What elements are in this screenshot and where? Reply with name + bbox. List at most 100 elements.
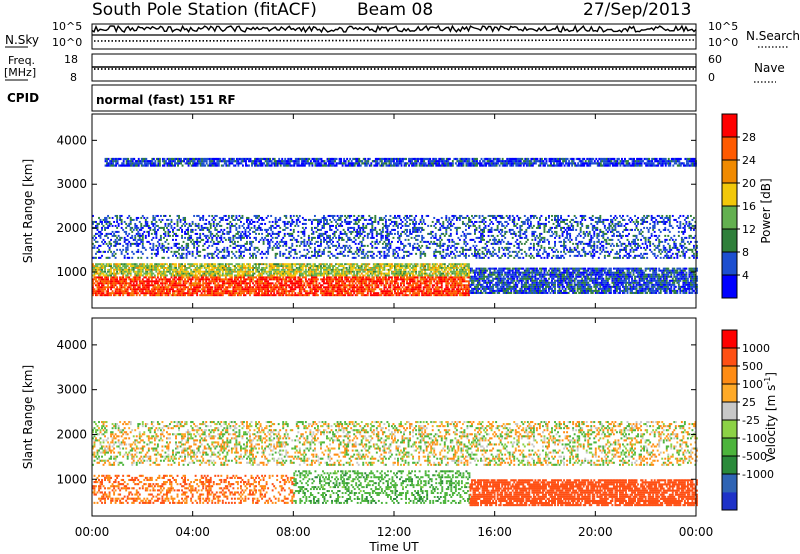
heatmap-cell (569, 289, 572, 292)
heatmap-cell (528, 273, 531, 276)
heatmap-cell (312, 286, 315, 289)
heatmap-cell (623, 291, 626, 294)
heatmap-cell (445, 286, 448, 289)
heatmap-cell (318, 288, 321, 291)
heatmap-cell (113, 270, 116, 273)
heatmap-cell (477, 267, 479, 270)
heatmap-cell (475, 277, 478, 280)
heatmap-cell (541, 285, 544, 288)
heatmap-cell (646, 283, 649, 286)
heatmap-cell (606, 281, 609, 284)
heatmap-cell (392, 265, 395, 267)
heatmap-cell (113, 286, 116, 289)
heatmap-cell (320, 272, 322, 275)
heatmap-cell (327, 266, 330, 269)
heatmap-cell (158, 270, 161, 273)
heatmap-cell (143, 266, 146, 269)
heatmap-cell (131, 284, 134, 287)
heatmap-cell (552, 275, 555, 278)
heatmap-cell (265, 288, 268, 291)
heatmap-cell (474, 275, 476, 278)
heatmap-cell (392, 284, 395, 287)
heatmap-cell (406, 286, 408, 289)
heatmap-cell (326, 286, 328, 289)
heatmap-cell (239, 284, 242, 287)
heatmap-cell (338, 288, 341, 291)
heatmap-cell (682, 289, 685, 292)
heatmap-cell (108, 294, 111, 297)
heatmap-cell (150, 274, 153, 277)
heatmap-cell (140, 266, 143, 269)
heatmap-cell (372, 288, 375, 291)
heatmap-cell (282, 294, 285, 297)
heatmap-cell (564, 279, 567, 282)
heatmap-cell (176, 294, 179, 297)
heatmap-cell (95, 276, 97, 279)
heatmap-cell (484, 289, 487, 292)
heatmap-cell (286, 265, 289, 267)
heatmap-cell (202, 294, 205, 297)
heatmap-cell (271, 290, 274, 293)
heatmap-cell (579, 287, 582, 290)
heatmap-cell (454, 286, 457, 289)
heatmap-cell (425, 294, 428, 297)
heatmap-cell (546, 283, 549, 286)
heatmap-cell (658, 275, 661, 278)
heatmap-cell (566, 277, 569, 280)
heatmap-cell (264, 290, 267, 293)
heatmap-cell (526, 273, 529, 276)
heatmap-cell (169, 268, 171, 271)
heatmap-cell (481, 267, 484, 270)
heatmap-cell (371, 278, 374, 281)
heatmap-cell (658, 277, 661, 280)
heatmap-cell (685, 281, 688, 284)
heatmap-cell (529, 287, 532, 290)
heatmap-cell (214, 274, 217, 277)
heatmap-cell (181, 276, 183, 279)
heatmap-cell (650, 281, 653, 284)
heatmap-cell (187, 290, 190, 293)
heatmap-cell (628, 269, 630, 272)
heatmap-cell (111, 286, 114, 289)
heatmap-cell (620, 275, 623, 278)
heatmap-cell (336, 270, 339, 273)
heatmap-cell (635, 287, 638, 290)
heatmap-cell (403, 278, 405, 281)
heatmap-cell (406, 272, 408, 275)
heatmap-cell (440, 265, 443, 267)
heatmap-cell (156, 286, 159, 289)
heatmap-cell (534, 285, 537, 288)
heatmap-cell (437, 280, 440, 283)
heatmap-cell (181, 272, 183, 275)
heatmap-cell (622, 271, 624, 274)
heatmap-cell (641, 285, 644, 288)
heatmap-cell (202, 286, 205, 289)
heatmap-cell (274, 288, 277, 291)
heatmap-cell (232, 292, 235, 295)
heatmap-cell (261, 274, 264, 277)
heatmap-cell (635, 289, 638, 292)
heatmap-cell (537, 269, 540, 272)
heatmap-cell (181, 290, 183, 293)
heatmap-cell (563, 277, 566, 280)
heatmap-cell (400, 292, 402, 295)
heatmap-cell (422, 282, 425, 285)
heatmap-cell (662, 283, 665, 286)
heatmap-cell (283, 270, 286, 273)
heatmap-cell (289, 272, 292, 275)
heatmap-cell (351, 294, 354, 297)
heatmap-cell (609, 289, 612, 292)
heatmap-cell (507, 287, 510, 290)
heatmap-cell (181, 266, 183, 269)
heatmap-cell (341, 274, 344, 277)
heatmap-cell (119, 268, 122, 271)
heatmap-cell (315, 286, 318, 289)
heatmap-cell (422, 290, 425, 293)
heatmap-cell (674, 279, 677, 282)
heatmap-cell (464, 294, 467, 297)
heatmap-cell (665, 287, 668, 290)
heatmap-cell (545, 289, 547, 292)
heatmap-cell (271, 294, 274, 297)
heatmap-cell (664, 269, 667, 272)
heatmap-cell (265, 265, 268, 267)
